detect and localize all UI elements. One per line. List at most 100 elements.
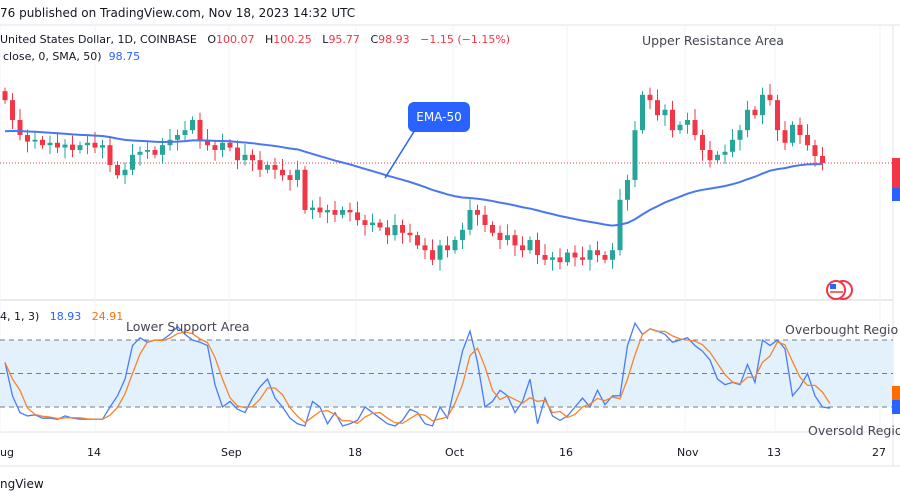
candle <box>437 245 443 260</box>
candle <box>325 209 330 213</box>
candle <box>542 254 548 260</box>
candle <box>625 179 630 200</box>
candle <box>400 224 405 233</box>
candle <box>115 164 120 176</box>
candle <box>370 222 375 225</box>
candle <box>137 151 143 155</box>
candle <box>212 145 218 150</box>
ma-value: 98.75 <box>108 50 141 63</box>
candle <box>595 250 600 255</box>
candle <box>662 109 668 116</box>
candle <box>385 227 390 236</box>
candle <box>430 250 435 260</box>
candle <box>47 142 53 146</box>
candle <box>452 239 458 251</box>
candle <box>647 94 653 101</box>
candle <box>760 94 765 116</box>
candle <box>317 207 323 213</box>
candle <box>25 134 30 142</box>
symbol-name: United States Dollar, 1D, COINBASE <box>0 33 197 46</box>
candle <box>805 134 810 146</box>
candle <box>535 239 540 255</box>
candle <box>527 239 533 251</box>
candle <box>107 145 113 165</box>
stoch-k-label <box>892 400 900 414</box>
candle <box>362 220 368 225</box>
candle <box>280 169 285 176</box>
candle <box>505 235 510 240</box>
candle <box>2 91 8 101</box>
candle <box>32 139 38 142</box>
price-label-current <box>892 158 900 188</box>
candle <box>820 155 825 163</box>
candle <box>175 134 180 140</box>
candle <box>632 130 638 180</box>
candle <box>707 149 713 161</box>
candle <box>752 109 758 116</box>
close-value: 98.93 <box>378 33 410 46</box>
high-value: 100.25 <box>273 33 312 46</box>
change-value: −1.15 (−1.15%) <box>420 33 511 46</box>
tradingview-watermark: ngView <box>0 477 44 491</box>
candle <box>745 109 750 131</box>
candle <box>160 145 165 155</box>
overbought-label: Overbought Regio <box>785 322 899 337</box>
published-header: 76 published on TradingView.com, Nov 18,… <box>0 6 356 20</box>
candle <box>670 109 675 131</box>
candle <box>715 154 720 161</box>
candle <box>392 224 398 236</box>
candle <box>677 124 683 131</box>
candle <box>62 144 68 148</box>
time-tick: Nov <box>677 446 699 459</box>
candle <box>797 124 803 135</box>
open-label: O <box>207 33 217 46</box>
ema-50-line <box>4 129 823 227</box>
candle <box>415 235 420 246</box>
candle <box>422 245 428 251</box>
candle <box>100 145 105 148</box>
stoch-d-line <box>4 328 831 425</box>
candle <box>85 142 90 146</box>
candle <box>235 147 240 161</box>
candle <box>287 175 293 180</box>
candle <box>122 169 128 176</box>
candle <box>467 209 473 230</box>
candle <box>610 250 615 260</box>
time-tick: 27 <box>872 446 886 459</box>
stoch-k-line <box>4 321 831 427</box>
candle <box>782 130 788 143</box>
ma-legend: close, 0, SMA, 50) 98.75 <box>3 50 140 63</box>
close-label: C <box>370 33 379 46</box>
candle <box>220 142 225 150</box>
candle <box>332 209 338 215</box>
flag-icon[interactable] <box>826 280 853 300</box>
candle <box>92 142 98 148</box>
time-tick: 14 <box>87 446 101 459</box>
candle <box>250 154 255 161</box>
ma-params: close, 0, SMA, 50) <box>3 50 102 63</box>
candle <box>640 94 645 131</box>
time-tick: 16 <box>559 446 573 459</box>
candle <box>242 154 248 161</box>
candle <box>130 154 135 170</box>
candle <box>700 134 705 150</box>
candle <box>205 139 210 146</box>
candle <box>145 149 150 152</box>
candle <box>602 254 608 260</box>
candle <box>77 145 83 150</box>
time-tick: ug <box>0 446 14 459</box>
candle <box>10 100 15 120</box>
time-tick: 13 <box>767 446 781 459</box>
stoch-d-label <box>892 386 900 400</box>
high-label: H <box>265 33 274 46</box>
candle <box>587 250 593 260</box>
candle <box>722 151 728 155</box>
candle <box>272 164 278 170</box>
candle <box>152 149 158 155</box>
candle <box>40 139 45 146</box>
price-label-ma <box>892 188 900 201</box>
candle <box>550 257 555 260</box>
candle <box>812 145 818 156</box>
candle <box>482 214 488 225</box>
